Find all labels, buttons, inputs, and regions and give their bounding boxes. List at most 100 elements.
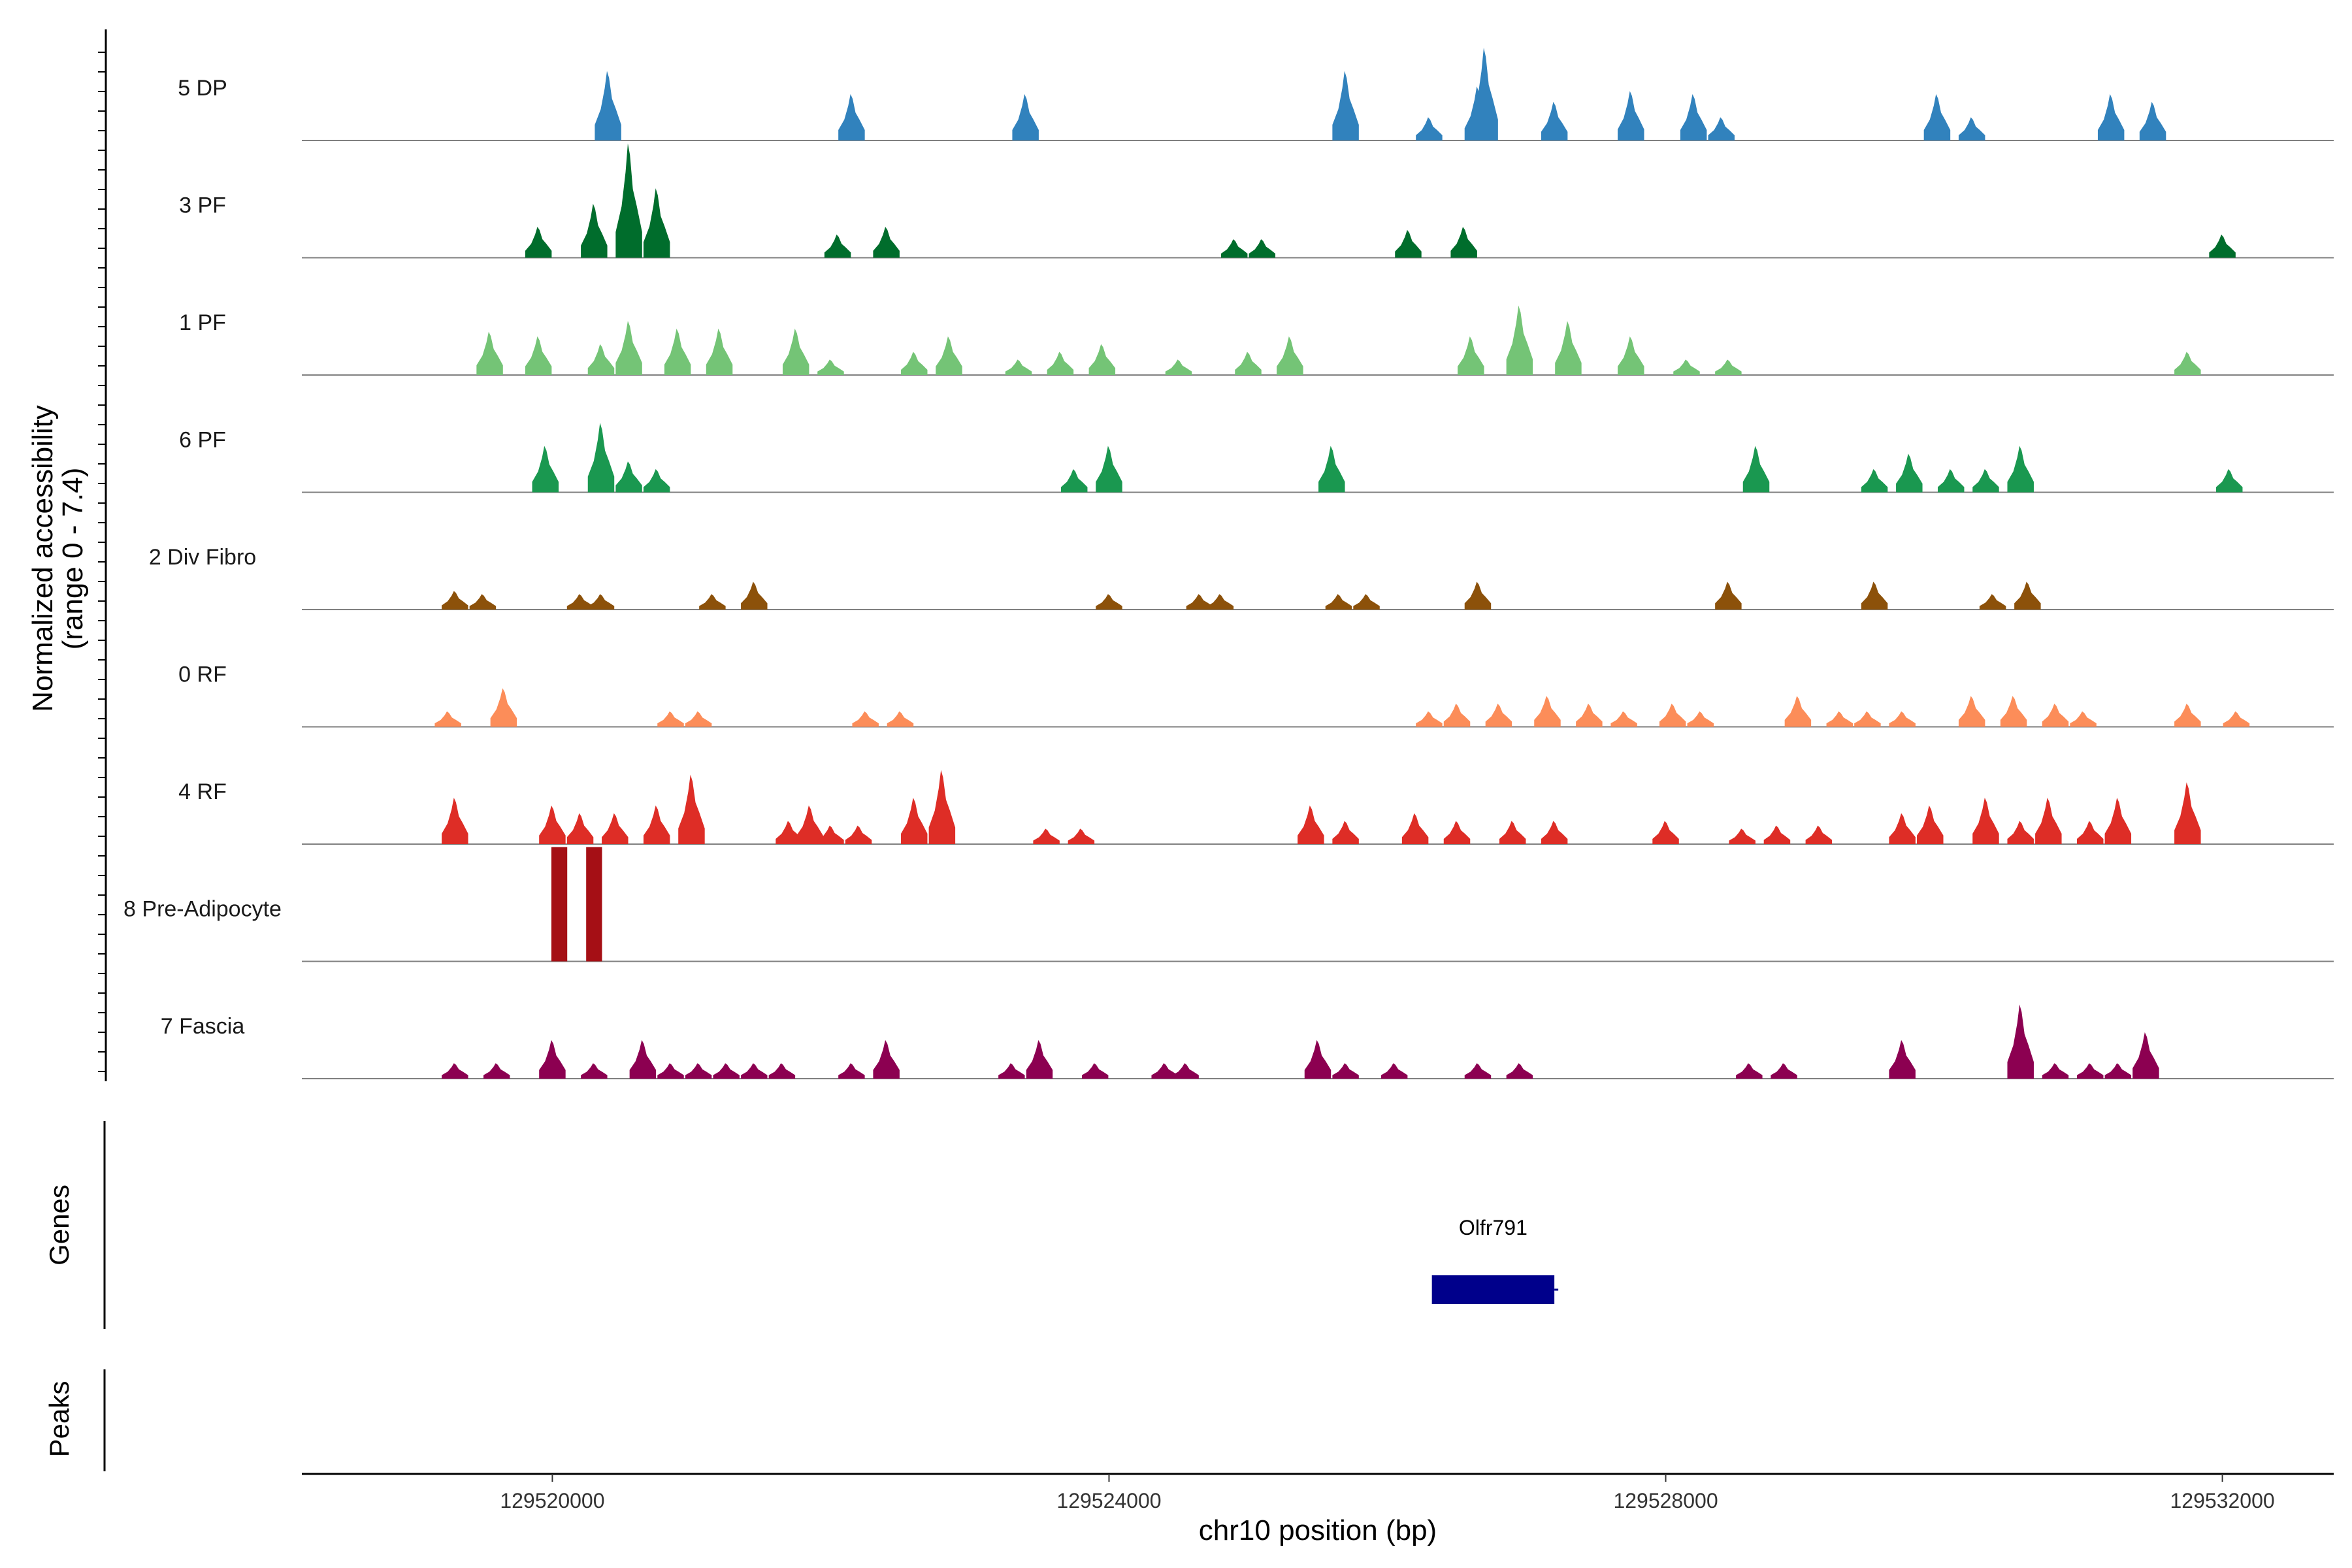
peak-area xyxy=(706,329,733,375)
peak-area xyxy=(1742,446,1770,493)
peak-area xyxy=(586,847,602,962)
peak-area xyxy=(587,594,615,610)
peak-area xyxy=(1088,344,1116,375)
peak-area xyxy=(2007,446,2034,493)
peak-area xyxy=(1917,805,1944,844)
peak-area xyxy=(2216,469,2243,493)
peak-area xyxy=(1506,305,1533,375)
track-6-pf: 6 PF xyxy=(179,423,2334,493)
peak-area xyxy=(1972,469,1999,493)
peak-area xyxy=(2174,351,2201,375)
peak-area xyxy=(1450,227,1477,258)
peak-area xyxy=(1207,594,1234,610)
peak-area xyxy=(539,1039,566,1079)
peak-area xyxy=(587,423,615,493)
peak-area xyxy=(2007,1004,2034,1079)
peak-area xyxy=(1151,1063,1178,1079)
peak-area xyxy=(1861,469,1888,493)
peak-area xyxy=(1979,594,2006,610)
track-label: 2 Div Fibro xyxy=(149,545,256,570)
peak-area xyxy=(442,591,468,610)
peak-area xyxy=(566,594,594,610)
track-label: 8 Pre-Adipocyte xyxy=(123,897,282,922)
peak-area xyxy=(1485,704,1512,727)
peak-area xyxy=(838,1063,865,1079)
track-8-pre-adipocyte: 8 Pre-Adipocyte xyxy=(123,847,2334,962)
peak-area xyxy=(845,825,872,844)
peak-area xyxy=(1805,825,1833,844)
peak-area xyxy=(490,688,517,727)
track-label: 1 PF xyxy=(179,310,226,335)
peak-area xyxy=(587,344,615,375)
track-label: 4 RF xyxy=(178,779,227,804)
peak-area xyxy=(1708,117,1735,140)
peak-area xyxy=(2000,696,2027,727)
peak-area xyxy=(1220,239,1248,258)
peak-area xyxy=(525,227,552,258)
track-4-rf: 4 RF xyxy=(178,770,2334,845)
track-3-pf: 3 PF xyxy=(179,143,2334,259)
peak-area xyxy=(657,711,684,727)
peak-area xyxy=(442,1063,468,1079)
x-axis: 129520000 129524000 129528000 129532000 chr1… xyxy=(302,1473,2334,1546)
peak-area xyxy=(1416,711,1443,727)
peak-area xyxy=(2014,581,2041,610)
peak-area xyxy=(539,805,566,844)
peak-area xyxy=(1854,711,1881,727)
peak-area xyxy=(566,813,594,844)
peak-area xyxy=(1499,821,1526,844)
peak-area xyxy=(741,1063,768,1079)
peak-area xyxy=(1896,453,1923,493)
y-axis-title: Normalized accessibility xyxy=(27,405,59,711)
peak-area xyxy=(483,1063,510,1079)
tracks-layer: 5 DP 3 PF 1 PF 6 PF 2 Div Fibro 0 RF 4 RF 8 Pre… xyxy=(123,48,2334,1079)
track-5-dp: 5 DP xyxy=(178,48,2334,141)
peak-area xyxy=(1249,239,1276,258)
peak-area xyxy=(1026,1039,1053,1079)
peak-area xyxy=(873,1039,900,1079)
peak-area xyxy=(1771,1063,1797,1079)
x-axis-title: chr10 position (bp) xyxy=(1199,1514,1437,1546)
peak-area xyxy=(1889,711,1916,727)
peak-area xyxy=(1060,469,1088,493)
track-label: 0 RF xyxy=(178,662,227,687)
x-tick-label: 129520000 xyxy=(500,1489,604,1512)
peak-area xyxy=(1618,336,1644,375)
peak-area xyxy=(1395,229,1422,258)
track-label: 6 PF xyxy=(179,428,226,453)
peak-area xyxy=(1541,101,1568,140)
peak-area xyxy=(2209,235,2236,258)
peak-area xyxy=(1304,1039,1331,1079)
peak-area xyxy=(581,1063,608,1079)
peak-area xyxy=(1763,825,1791,844)
peak-area xyxy=(1443,704,1471,727)
track-2-div-fibro: 2 Div Fibro xyxy=(149,545,2334,610)
peak-area xyxy=(1012,94,1039,140)
genes-panel-label: Genes xyxy=(44,1184,74,1266)
peak-area xyxy=(643,469,670,493)
peak-area xyxy=(615,461,642,493)
peak-area xyxy=(434,711,461,727)
peak-area xyxy=(824,235,851,258)
peak-area xyxy=(657,1063,684,1079)
peak-area xyxy=(1958,696,1985,727)
peak-area xyxy=(1096,594,1122,610)
peak-area xyxy=(551,847,568,962)
peak-area xyxy=(1673,359,1700,375)
peak-area xyxy=(1464,1063,1492,1079)
peak-area xyxy=(1277,336,1303,375)
peak-area xyxy=(615,321,642,375)
x-tick-label: 129528000 xyxy=(1613,1489,1718,1512)
peak-area xyxy=(1958,117,1985,140)
peak-area xyxy=(2076,1063,2104,1079)
peak-area xyxy=(525,336,552,375)
gene-body xyxy=(1431,1275,1555,1304)
peak-area xyxy=(887,711,914,727)
peak-area xyxy=(817,359,844,375)
peak-area xyxy=(782,329,809,375)
peak-area xyxy=(1471,48,1498,140)
peak-area xyxy=(2076,821,2104,844)
peak-area xyxy=(1889,1039,1916,1079)
peak-area xyxy=(2104,798,2132,844)
peak-area xyxy=(817,825,844,844)
